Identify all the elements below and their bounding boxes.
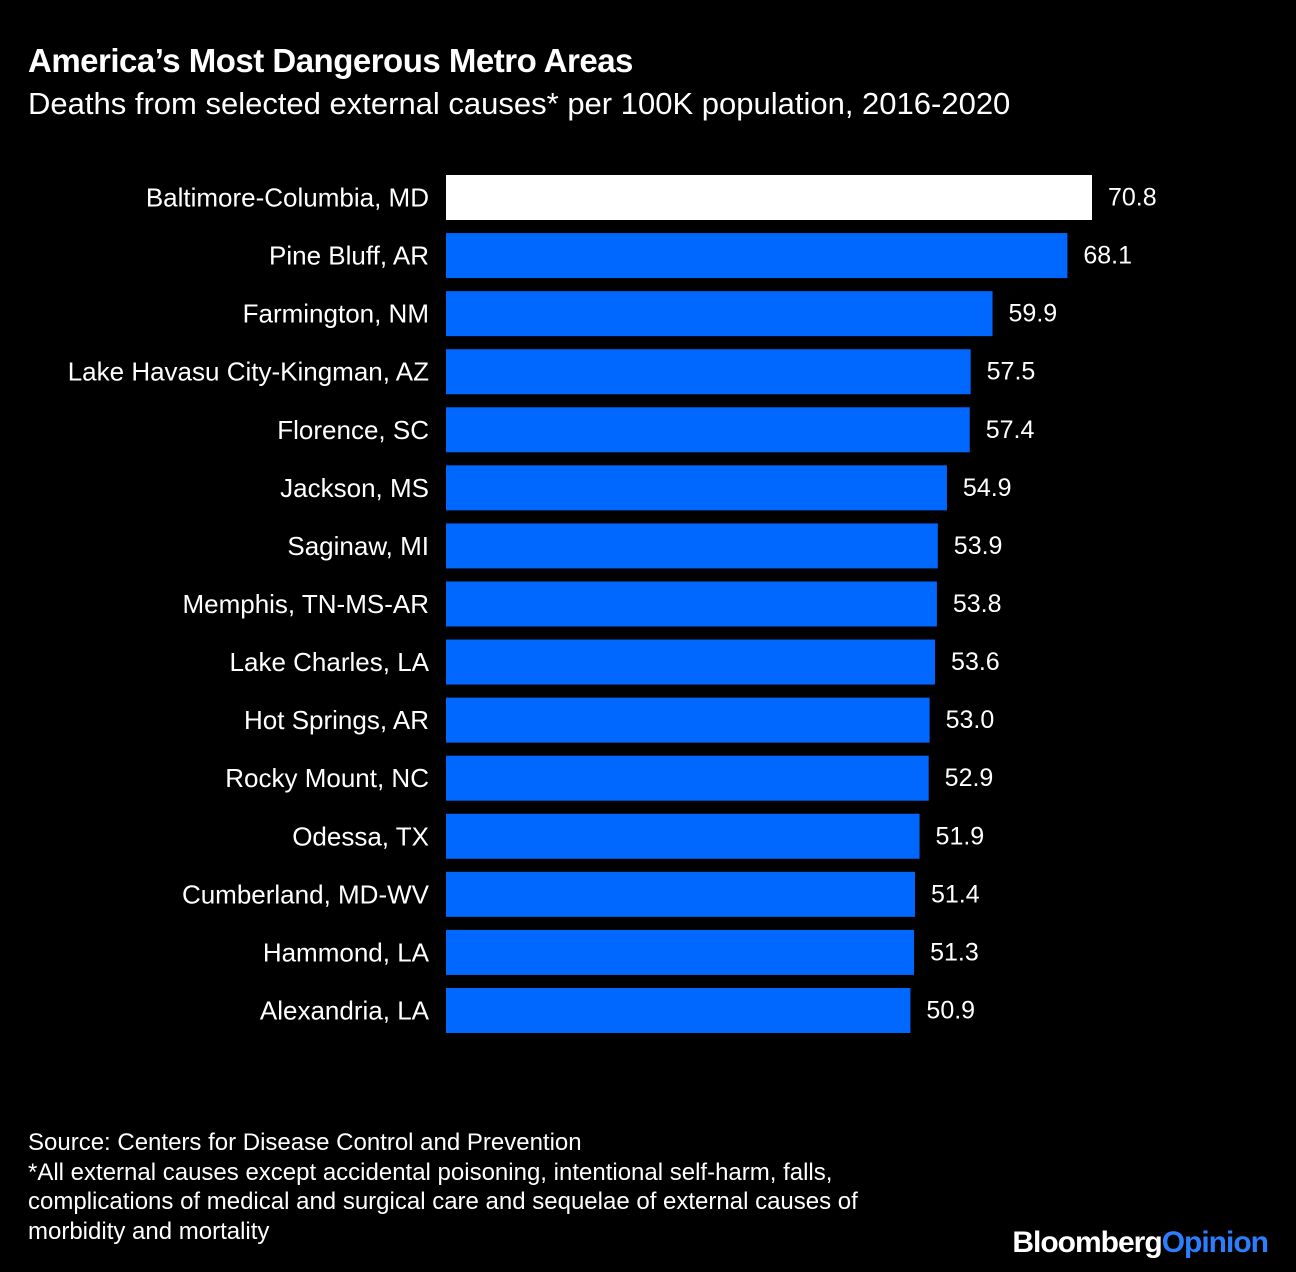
category-label: Florence, SC bbox=[277, 415, 429, 445]
brand-bloomberg: Bloomberg bbox=[1012, 1226, 1162, 1259]
bar bbox=[446, 697, 930, 743]
bar bbox=[446, 929, 915, 975]
value-label: 57.5 bbox=[987, 358, 1036, 386]
value-label: 53.9 bbox=[954, 532, 1003, 560]
value-label: 51.4 bbox=[931, 880, 980, 908]
bloomberg-opinion-logo: BloombergOpinion bbox=[1012, 1226, 1269, 1260]
category-label: Pine Bluff, AR bbox=[269, 241, 429, 271]
category-label: Memphis, TN-MS-AR bbox=[182, 589, 429, 619]
value-label: 52.9 bbox=[945, 764, 994, 792]
value-label: 51.9 bbox=[936, 822, 985, 850]
value-label: 70.8 bbox=[1108, 184, 1157, 212]
bar bbox=[446, 465, 947, 511]
source-note: Source: Centers for Disease Control and … bbox=[28, 1129, 582, 1156]
value-label: 57.4 bbox=[986, 416, 1035, 444]
category-label: Saginaw, MI bbox=[287, 531, 429, 561]
value-label: 53.8 bbox=[953, 590, 1002, 618]
bar bbox=[446, 581, 937, 627]
footnote-line-3: morbidity and mortality bbox=[28, 1217, 270, 1245]
bar bbox=[446, 871, 915, 917]
value-label: 53.6 bbox=[951, 648, 1000, 676]
value-label: 50.9 bbox=[926, 996, 975, 1024]
footnote-line-1: *All external causes except accidental p… bbox=[28, 1158, 833, 1186]
footnote-line-2: complications of medical and surgical ca… bbox=[28, 1188, 858, 1215]
category-label: Jackson, MS bbox=[280, 473, 429, 503]
bar bbox=[446, 175, 1092, 220]
category-label: Alexandria, LA bbox=[260, 995, 430, 1025]
value-label: 53.0 bbox=[946, 706, 995, 734]
footnotes: Source: Centers for Disease Control and … bbox=[28, 1128, 988, 1246]
category-label: Lake Havasu City-Kingman, AZ bbox=[68, 357, 429, 387]
chart-subtitle: Deaths from selected external causes* pe… bbox=[28, 86, 1011, 121]
category-label: Odessa, TX bbox=[292, 821, 429, 851]
value-label: 59.9 bbox=[1009, 300, 1058, 328]
value-label: 51.3 bbox=[930, 938, 979, 966]
category-label: Baltimore-Columbia, MD bbox=[146, 183, 429, 213]
category-label: Lake Charles, LA bbox=[230, 647, 430, 677]
category-label: Hot Springs, AR bbox=[244, 705, 429, 735]
bar bbox=[446, 987, 911, 1033]
bar bbox=[446, 813, 920, 859]
brand-opinion: Opinion bbox=[1161, 1226, 1269, 1259]
bar bbox=[446, 755, 929, 801]
category-label: Cumberland, MD-WV bbox=[182, 879, 430, 909]
bar bbox=[446, 639, 936, 685]
bar bbox=[446, 233, 1068, 279]
category-label: Rocky Mount, NC bbox=[225, 763, 429, 793]
category-label: Hammond, LA bbox=[263, 937, 430, 967]
value-label: 68.1 bbox=[1083, 242, 1132, 270]
bar bbox=[446, 407, 970, 453]
value-label: 54.9 bbox=[963, 474, 1012, 502]
bar bbox=[446, 349, 971, 395]
bar bbox=[446, 523, 938, 569]
category-label: Farmington, NM bbox=[243, 299, 429, 329]
bar-chart: Baltimore-Columbia, MD 70.8 Pine Bluff, AR… bbox=[68, 175, 1157, 1033]
bar bbox=[446, 291, 993, 337]
chart-title: America’s Most Dangerous Metro Areas bbox=[28, 42, 633, 79]
